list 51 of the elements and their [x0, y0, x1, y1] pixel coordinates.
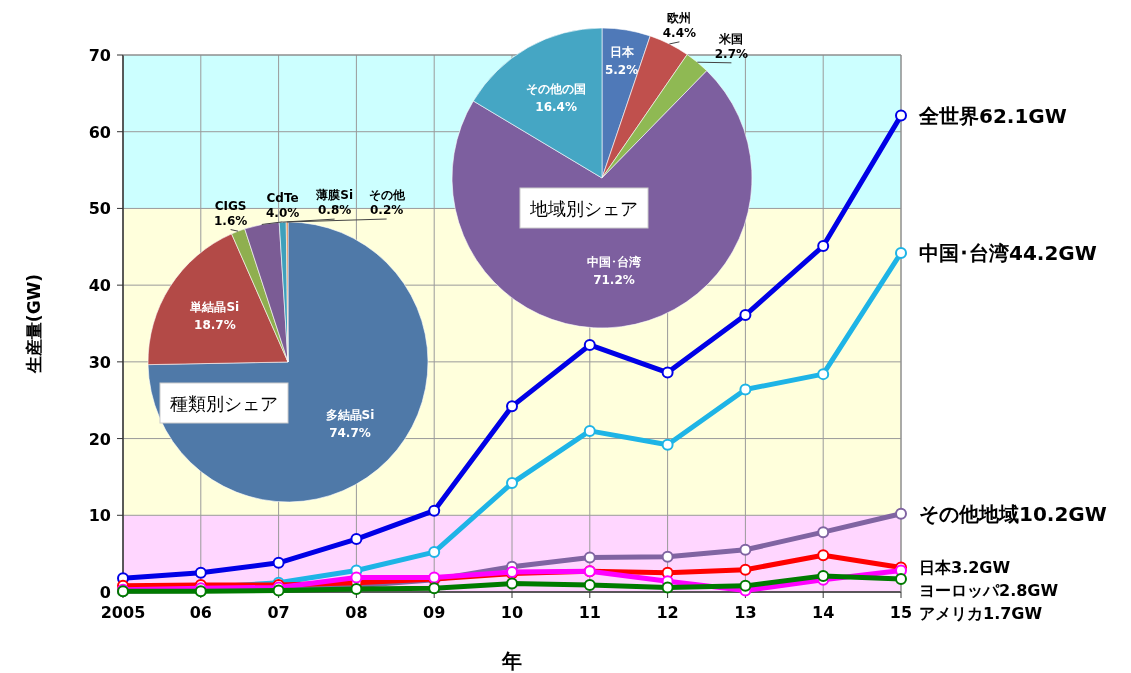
- slice-label: CdTe: [266, 190, 299, 205]
- x-tick-label: 08: [345, 603, 368, 622]
- annotation: その他地域10.2GW: [919, 501, 1107, 526]
- data-label: 1.6%: [213, 213, 248, 228]
- x-tick-label: 2005: [100, 603, 146, 622]
- x-tick-label: 11: [578, 603, 601, 622]
- x-tick-label: 10: [500, 603, 524, 622]
- data-label: 0.8%: [317, 203, 352, 218]
- y-tick-label: 70: [88, 46, 111, 65]
- data-label: 18.7%: [194, 318, 236, 333]
- x-tick-label: 06: [189, 603, 212, 622]
- y-axis-title: 生産量(GW): [24, 273, 44, 375]
- annotation: 日本3.2GW: [919, 558, 1011, 578]
- x-tick-label: 09: [423, 603, 446, 622]
- x-tick-label: 07: [267, 603, 290, 622]
- data-label: 71.2%: [593, 273, 635, 288]
- y-tick-label: 60: [88, 122, 111, 142]
- annotation: アメリカ1.7GW: [919, 604, 1043, 624]
- y-tick-label: 50: [88, 199, 111, 219]
- slice-label: 薄膜Si: [315, 188, 353, 203]
- y-tick-label: 30: [88, 352, 111, 372]
- data-label: 0.2%: [369, 203, 404, 217]
- x-tick-label: 15: [889, 603, 913, 622]
- slice-label: その他: [368, 188, 406, 202]
- y-tick-label: 20: [88, 429, 111, 449]
- x-axis-title: 年: [501, 649, 522, 673]
- text: 種類別シェア: [170, 393, 278, 414]
- data-label: 16.4%: [535, 100, 577, 115]
- slice-label: 多結晶Si: [325, 407, 375, 422]
- x-tick-label: 13: [734, 603, 757, 622]
- data-label: 5.2%: [604, 62, 639, 77]
- slice-label: 欧州: [667, 10, 692, 25]
- x-tick-label: 12: [656, 603, 679, 622]
- text: 地域別シェア: [529, 198, 638, 219]
- slice-label: 中国･台湾: [586, 255, 641, 270]
- data-label: 2.7%: [714, 46, 749, 61]
- y-tick-label: 40: [88, 276, 111, 296]
- data-label: 74.7%: [329, 425, 371, 440]
- y-tick-label: 0: [99, 583, 111, 602]
- x-tick-label: 14: [812, 603, 835, 622]
- slice-label: その他の国: [526, 82, 587, 97]
- data-label: 4.0%: [265, 205, 300, 220]
- slice-label: CIGS: [214, 198, 247, 213]
- annotation: 全世界62.1GW: [918, 103, 1067, 128]
- slice-label: 単結晶Si: [189, 300, 240, 315]
- slice-label: 日本: [609, 44, 635, 59]
- slice-label: 米国: [718, 31, 744, 46]
- data-label: 4.4%: [662, 25, 697, 40]
- y-tick-label: 10: [88, 506, 111, 526]
- annotation: ヨーロッパ2.8GW: [919, 581, 1059, 601]
- annotation: 中国･台湾44.2GW: [919, 240, 1097, 265]
